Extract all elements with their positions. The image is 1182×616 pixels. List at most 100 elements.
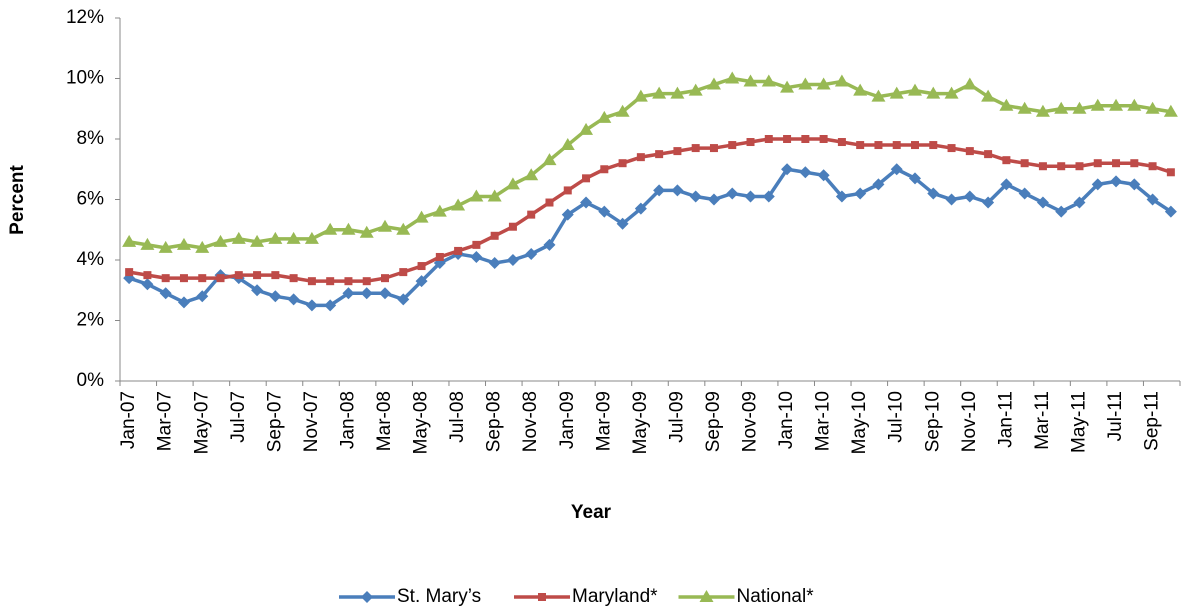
y-axis-title: Percent	[7, 164, 28, 234]
x-tick-label: Jul-09	[666, 391, 687, 443]
data-point	[743, 74, 758, 87]
data-point	[269, 290, 282, 303]
data-point	[561, 208, 574, 221]
data-point	[652, 86, 667, 99]
x-tick-label: Nov-09	[740, 391, 761, 452]
data-point	[761, 74, 776, 87]
data-point	[542, 153, 557, 166]
data-point	[835, 190, 848, 203]
x-tick-label: Jul-11	[1105, 391, 1126, 441]
data-point	[1018, 187, 1031, 200]
data-point	[965, 147, 974, 156]
data-point	[653, 184, 666, 197]
data-point	[176, 237, 191, 250]
data-point	[707, 193, 720, 206]
data-point	[378, 219, 392, 232]
x-tick-label: Nov-07	[301, 391, 322, 452]
data-point	[251, 284, 264, 297]
data-point	[706, 77, 721, 90]
legend-marker	[361, 591, 373, 603]
data-point	[396, 222, 411, 235]
x-tick-label: Sep-09	[703, 391, 724, 452]
data-point	[817, 169, 830, 182]
data-point	[636, 153, 645, 162]
x-tick-label: May-08	[411, 391, 432, 454]
legend-label: Maryland*	[572, 586, 658, 607]
data-point	[597, 110, 612, 123]
data-point	[981, 89, 996, 102]
data-point	[673, 147, 682, 156]
data-point	[1145, 101, 1160, 114]
data-point	[341, 222, 356, 235]
x-tick-label: Sep-08	[484, 391, 505, 452]
data-point	[360, 287, 373, 300]
data-point	[1057, 162, 1066, 171]
data-point	[944, 86, 959, 99]
data-point	[1148, 162, 1157, 171]
x-tick-label: Sep-10	[922, 391, 943, 452]
data-point	[633, 89, 648, 102]
data-point	[909, 172, 921, 185]
data-point	[854, 187, 867, 200]
x-tick-label: Mar-08	[374, 391, 395, 451]
data-point	[198, 274, 207, 283]
data-point	[125, 268, 134, 277]
data-point	[508, 222, 517, 231]
data-point	[161, 274, 170, 283]
data-point	[359, 225, 374, 238]
data-point	[853, 83, 868, 96]
data-point	[287, 293, 300, 306]
data-point	[655, 150, 664, 159]
data-point	[982, 196, 995, 209]
data-point	[579, 122, 594, 135]
data-point	[159, 287, 172, 300]
data-point	[999, 98, 1014, 111]
data-point	[454, 246, 463, 255]
data-point	[926, 86, 941, 99]
data-point	[415, 275, 428, 288]
data-point	[195, 240, 210, 253]
data-point	[670, 86, 685, 99]
x-tick-label: Jan-10	[776, 391, 797, 449]
data-point	[399, 268, 408, 277]
data-point	[563, 186, 572, 195]
x-tick-label: Mar-09	[593, 391, 614, 451]
data-point	[196, 290, 209, 303]
data-point	[417, 262, 426, 271]
x-tick-label: Jul-10	[886, 391, 907, 443]
data-point	[1036, 196, 1049, 209]
data-point	[984, 150, 993, 159]
series-line	[128, 167, 1172, 308]
data-point	[726, 187, 739, 200]
x-tick-label: Sep-11	[1142, 391, 1163, 451]
data-point	[962, 77, 977, 90]
x-tick-label: Nov-10	[959, 391, 980, 452]
x-tick-label: May-07	[191, 391, 212, 454]
data-point	[250, 234, 265, 247]
x-tick-label: May-11	[1068, 391, 1089, 453]
data-point	[688, 83, 703, 96]
data-point	[615, 104, 630, 117]
data-point	[1017, 101, 1032, 114]
data-point	[908, 83, 922, 96]
data-point	[527, 210, 536, 219]
data-point	[1128, 178, 1141, 191]
data-point	[158, 240, 173, 253]
data-point	[834, 74, 849, 87]
data-point	[819, 135, 828, 143]
data-point	[671, 184, 684, 197]
data-point	[143, 271, 152, 280]
data-point	[1164, 205, 1177, 218]
data-point	[871, 89, 886, 102]
data-point	[470, 250, 483, 263]
data-point	[1073, 196, 1086, 209]
data-point	[689, 190, 702, 203]
data-point	[798, 77, 813, 90]
data-point	[1093, 159, 1102, 168]
data-point	[892, 141, 901, 150]
x-tick-label: Jan-09	[557, 391, 578, 449]
legend-label: St. Mary’s	[397, 586, 481, 607]
data-point	[362, 277, 371, 286]
x-tick-label: Sep-07	[264, 391, 285, 452]
data-point	[927, 187, 940, 200]
